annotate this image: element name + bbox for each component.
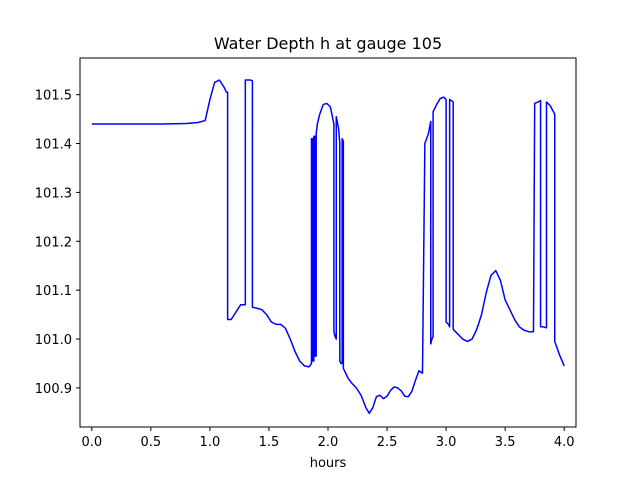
y-tick-label: 101.5 xyxy=(35,89,72,104)
series-line-water-depth xyxy=(91,79,565,415)
x-tick-label: 3.0 xyxy=(436,435,457,450)
x-tick-label: 0.0 xyxy=(81,435,102,450)
y-tick-label: 101.0 xyxy=(35,333,72,348)
x-tick-label: 2.5 xyxy=(377,435,398,450)
x-tick-label: 4.0 xyxy=(554,435,575,450)
y-tick-label: 100.9 xyxy=(35,382,72,397)
x-axis: 0.0 0.5 1.0 1.5 2.0 2.5 3.0 3.5 4.0 xyxy=(81,427,575,450)
x-tick-label: 2.0 xyxy=(318,435,339,450)
x-tick-label: 3.5 xyxy=(495,435,516,450)
x-tick-label: 0.5 xyxy=(141,435,162,450)
x-tick-label: 1.0 xyxy=(200,435,221,450)
y-tick-label: 101.2 xyxy=(35,235,72,250)
y-tick-label: 101.1 xyxy=(35,284,72,299)
chart-title: Water Depth h at gauge 105 xyxy=(214,34,442,53)
y-tick-label: 101.4 xyxy=(35,138,72,153)
y-tick-label: 101.3 xyxy=(35,186,72,201)
y-axis: 100.9 101.0 101.1 101.2 101.3 101.4 101.5 xyxy=(35,89,80,397)
x-tick-label: 1.5 xyxy=(259,435,280,450)
x-axis-label: hours xyxy=(310,456,347,471)
